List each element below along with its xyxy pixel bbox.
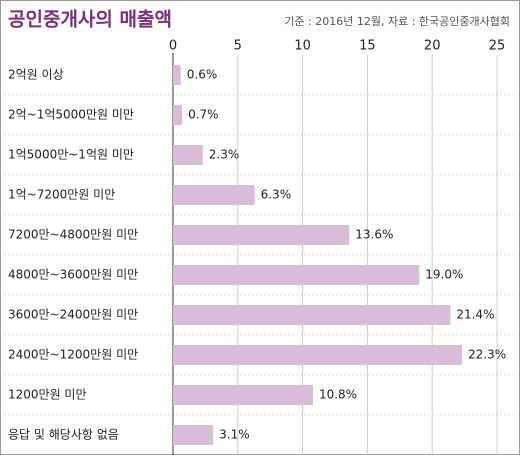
chart-subtitle: 기준 : 2016년 12월, 자료 : 한국공인중개사협회: [284, 15, 510, 28]
value-label: 13.6%: [355, 228, 393, 242]
bar: [173, 265, 420, 285]
value-label: 22.3%: [468, 348, 506, 362]
y-tick-label: 2억원 이상: [8, 68, 64, 82]
value-label: 0.6%: [187, 68, 218, 82]
bar: [173, 185, 255, 205]
x-tick-label: 25: [489, 39, 506, 54]
bar: [173, 145, 203, 165]
y-tick-label: 2억~1억5000만원 미만: [8, 108, 134, 122]
value-label: 0.7%: [188, 108, 219, 122]
bar: [173, 65, 181, 85]
x-tick-label: 5: [234, 39, 242, 54]
bar: [173, 105, 183, 125]
x-tick-label: 15: [359, 39, 376, 54]
bar: [173, 425, 214, 445]
y-tick-label: 1200만원 미만: [8, 388, 87, 402]
value-label: 3.1%: [219, 428, 250, 442]
y-tick-label: 3600만~2400만원 미만: [8, 308, 138, 322]
y-tick-label: 1억~7200만원 미만: [8, 188, 115, 202]
chart-title: 공인중개사의 매출액: [8, 9, 172, 31]
y-tick-label: 2400만~1200만원 미만: [8, 348, 138, 362]
value-label: 6.3%: [261, 188, 292, 202]
y-tick-label: 7200만~4800만원 미만: [8, 228, 138, 242]
bar: [173, 305, 451, 325]
value-label: 21.4%: [456, 308, 494, 322]
y-tick-label: 4800만~3600만원 미만: [8, 268, 138, 282]
bar: [173, 345, 463, 365]
x-tick-label: 10: [294, 39, 311, 54]
bar: [173, 385, 313, 405]
value-label: 10.8%: [319, 388, 357, 402]
y-tick-label: 응답 및 해당사항 없음: [8, 428, 119, 442]
value-label: 2.3%: [209, 148, 240, 162]
value-label: 19.0%: [425, 268, 463, 282]
x-tick-label: 20: [424, 39, 441, 54]
y-tick-label: 1억5000만~1억원 미만: [8, 148, 134, 162]
bar: [173, 225, 350, 245]
x-tick-label: 0: [169, 39, 177, 54]
